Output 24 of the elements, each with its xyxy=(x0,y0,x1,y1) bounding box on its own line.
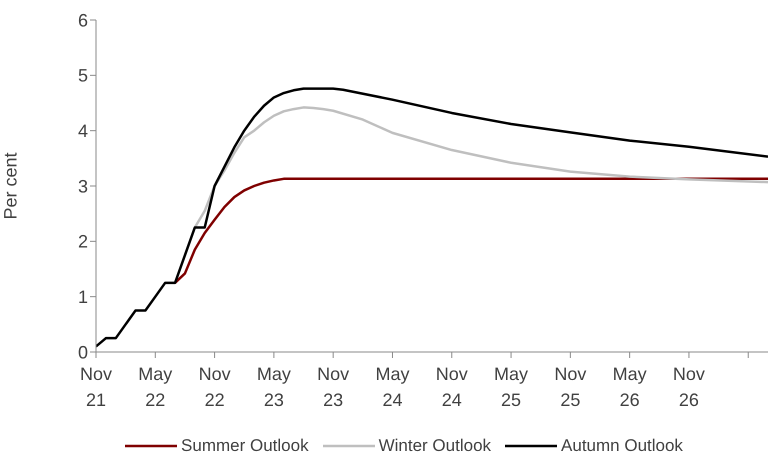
y-tick-label: 1 xyxy=(78,287,88,308)
y-tick-label: 3 xyxy=(78,176,88,196)
x-tick-label: Nov 23 xyxy=(317,364,350,410)
legend-label: Autumn Outlook xyxy=(560,436,683,456)
x-tick-label: May 25 xyxy=(494,364,528,410)
x-tick-label: Nov 22 xyxy=(198,364,231,410)
line-series xyxy=(96,87,768,348)
legend-label: Summer Outlook xyxy=(180,436,309,456)
y-tick-label: 0 xyxy=(78,342,88,362)
x-tick-label: May 22 xyxy=(138,364,172,410)
x-tick-label: Nov 25 xyxy=(554,364,586,410)
x-tick-label: Nov 24 xyxy=(436,364,468,410)
x-tick-label: Nov 26 xyxy=(672,364,705,410)
y-tick-label: 4 xyxy=(78,121,88,142)
y-tick-label: 2 xyxy=(78,232,88,252)
y-tick-label: 5 xyxy=(78,66,88,86)
y-tick-label: 6 xyxy=(78,10,88,30)
y-axis-title: Per cent xyxy=(0,152,20,220)
x-tick-label: May 23 xyxy=(256,364,291,410)
x-tick-label: May 24 xyxy=(375,364,410,410)
x-tick-label: May 26 xyxy=(612,364,647,410)
line-series xyxy=(174,178,768,284)
legend-label: Winter Outlook xyxy=(378,436,492,456)
x-tick-label: Nov 21 xyxy=(80,364,112,410)
